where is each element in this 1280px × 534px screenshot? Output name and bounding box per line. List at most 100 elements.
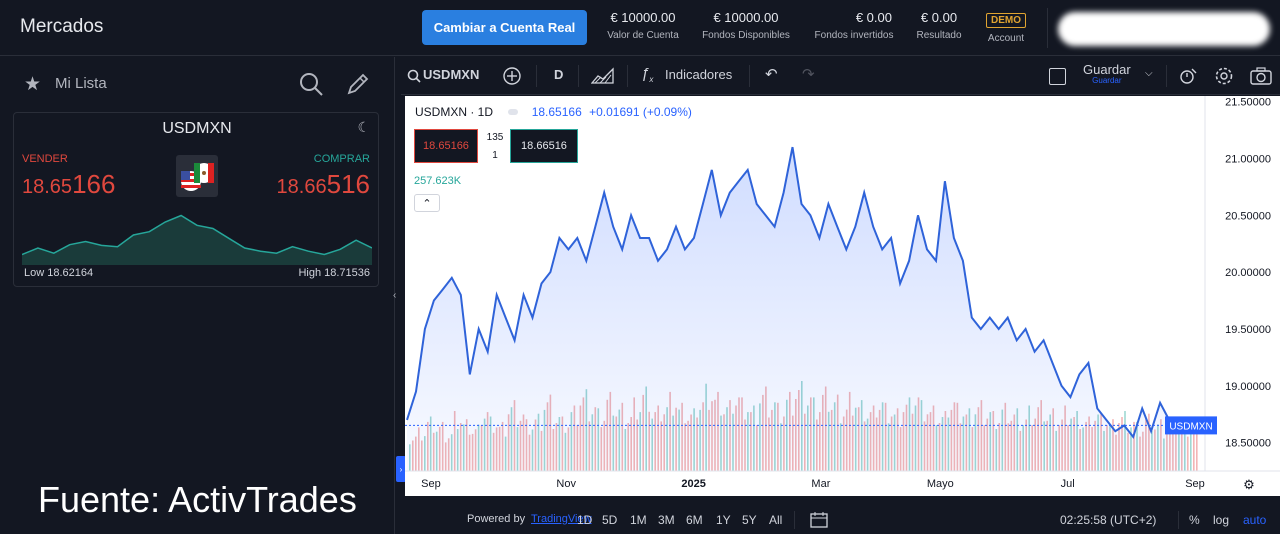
- price-axis[interactable]: 21.50000 21.00000 20.50000 20.00000 19.50000…: [1225, 97, 1271, 450]
- account-menu[interactable]: DEMO Account: [980, 10, 1032, 44]
- high-value: High 18.71536: [298, 267, 370, 279]
- save-sublabel: Guardar: [1092, 76, 1122, 85]
- camera-icon[interactable]: [1250, 67, 1272, 85]
- range-1m[interactable]: 1M: [630, 513, 647, 527]
- low-value: Low 18.62164: [24, 267, 94, 279]
- clock-timezone[interactable]: 02:25:58 (UTC+2): [1060, 513, 1157, 527]
- time-tick-label: 2025: [681, 478, 705, 490]
- time-tick-label: Sep: [1185, 478, 1205, 490]
- result-label: Resultado: [916, 30, 962, 41]
- save-button[interactable]: Guardar Guardar: [1083, 62, 1131, 85]
- time-axis-settings-icon[interactable]: ⚙: [1243, 477, 1255, 492]
- switch-real-account-button[interactable]: Cambiar a Cuenta Real: [422, 10, 587, 45]
- sparkline-line: [22, 214, 372, 256]
- star-icon[interactable]: ★: [24, 74, 42, 95]
- price-tick-label: 21.00000: [1225, 154, 1271, 166]
- price-area: [407, 147, 1187, 471]
- range-5y[interactable]: 5Y: [742, 513, 757, 527]
- watchlist-panel: ★ Mi Lista USDMXN ☾ VENDER COMPRAR 18.65…: [0, 57, 395, 534]
- toolbar-separator: [578, 65, 579, 87]
- settings-gear-icon[interactable]: [1214, 66, 1234, 86]
- undo-icon[interactable]: ↶: [765, 66, 778, 83]
- time-tick-label: Sep: [421, 478, 441, 490]
- invested-funds-stat: € 0.00 Fondos invertidos: [810, 10, 898, 41]
- edit-pencil-icon[interactable]: [345, 71, 371, 97]
- spread-indicator: 135 1: [484, 129, 506, 165]
- range-1d[interactable]: 1D: [577, 513, 593, 527]
- price-tag-label: USDMXN: [1169, 421, 1212, 432]
- price-tick-label: 20.50000: [1225, 210, 1271, 222]
- symbol-search-icon[interactable]: [407, 69, 421, 83]
- range-all[interactable]: All: [769, 513, 783, 527]
- sell-price-box[interactable]: 18.65166: [414, 129, 478, 163]
- instrument-symbol: USDMXN: [162, 120, 232, 137]
- range-1y[interactable]: 1Y: [716, 513, 731, 527]
- symbol-selector[interactable]: USDMXN: [423, 67, 480, 82]
- buy-price-box[interactable]: 18.66516: [510, 129, 578, 163]
- chart-toolbar: USDMXN D ƒx Indicadores ↶ ↷ Guardar Guar…: [401, 57, 1280, 95]
- volume-value: 257.623K: [414, 175, 462, 187]
- legend-dot-icon: [508, 109, 519, 115]
- interval-selector[interactable]: D: [554, 67, 564, 82]
- account-value: € 10000.00: [610, 10, 676, 25]
- time-tick-label: Nov: [556, 478, 576, 490]
- available-funds-stat: € 10000.00 Fondos Disponibles: [697, 10, 795, 41]
- auto-scale-toggle[interactable]: auto: [1243, 513, 1267, 527]
- account-value-stat: € 10000.00 Valor de Cuenta: [600, 10, 686, 41]
- instrument-card[interactable]: USDMXN ☾ VENDER COMPRAR 18.65166 18.6651…: [13, 112, 379, 287]
- collapse-legend-chevron-icon[interactable]: ⌃: [414, 194, 440, 212]
- price-chart[interactable]: 21.50000 21.00000 20.50000 20.00000 19.50000…: [405, 96, 1280, 496]
- user-name-blurred[interactable]: [1058, 12, 1270, 46]
- alert-clock-icon[interactable]: [1178, 66, 1198, 86]
- spread-bottom: 1: [492, 150, 498, 161]
- price-tick-label: 19.50000: [1225, 324, 1271, 336]
- tradingview-link[interactable]: TradingView: [531, 513, 592, 525]
- time-tick-label: Mayo: [927, 478, 954, 490]
- toolbar-separator: [627, 65, 628, 87]
- redo-icon[interactable]: ↷: [802, 66, 815, 83]
- watchlist-title[interactable]: Mi Lista: [55, 75, 107, 92]
- legend-symbol[interactable]: USDMXN · 1D: [415, 105, 494, 119]
- range-6m[interactable]: 6M: [686, 513, 703, 527]
- price-tick-label: 21.50000: [1225, 97, 1271, 109]
- compare-add-icon[interactable]: [502, 66, 522, 86]
- price-chart-svg[interactable]: 21.50000 21.00000 20.50000 20.00000 19.50000…: [405, 96, 1280, 496]
- toolbar-separator: [749, 65, 750, 87]
- range-3m[interactable]: 3M: [658, 513, 675, 527]
- indicators-button[interactable]: Indicadores: [665, 67, 733, 82]
- source-watermark: Fuente: ActivTrades: [38, 479, 357, 520]
- chart-type-icon[interactable]: [591, 67, 615, 85]
- date-range-calendar-icon[interactable]: [809, 511, 829, 529]
- range-5d[interactable]: 5D: [602, 513, 618, 527]
- time-axis[interactable]: Sep Nov 2025 Mar Mayo Jul Sep: [421, 478, 1205, 490]
- toolbar-separator: [536, 65, 537, 87]
- search-icon[interactable]: [298, 71, 324, 97]
- sell-price-button[interactable]: 18.65166: [22, 169, 115, 200]
- sell-price-prefix: 18.65: [22, 176, 73, 198]
- account-label: Account: [987, 33, 1025, 44]
- scroll-handle[interactable]: ›: [396, 456, 406, 482]
- page-title: Mercados: [20, 16, 104, 37]
- percent-scale-toggle[interactable]: %: [1189, 513, 1200, 527]
- indicators-fx-icon[interactable]: ƒx: [641, 65, 654, 84]
- layout-icon[interactable]: [1049, 68, 1066, 85]
- buy-price-button[interactable]: 18.66516: [277, 169, 370, 200]
- result-stat: € 0.00 Resultado: [910, 10, 968, 41]
- collapse-panel-chevron-icon[interactable]: ‹: [393, 290, 397, 301]
- log-scale-toggle[interactable]: log: [1213, 513, 1230, 527]
- save-dropdown-chevron-icon[interactable]: ⌵: [1145, 68, 1153, 79]
- volume-bar: [1196, 416, 1198, 471]
- bottom-separator: [794, 511, 795, 529]
- price-tick-label: 19.00000: [1225, 381, 1271, 393]
- price-tick-label: 20.00000: [1225, 267, 1271, 279]
- chart-bottom-bar: Powered by TradingView 1D 5D 1M 3M 6M 1Y…: [401, 505, 1280, 534]
- chart-legend: USDMXN · 1D 18.65166 +0.01691 (+0.09%): [415, 105, 692, 119]
- volume-bar: [1187, 436, 1189, 471]
- buy-price-pips: 516: [326, 169, 370, 199]
- volume-bar: [1193, 421, 1195, 471]
- invested-funds-label: Fondos invertidos: [814, 30, 894, 41]
- time-tick-label: Mar: [811, 478, 830, 490]
- price-tag: [1165, 416, 1217, 435]
- available-funds-label: Fondos Disponibles: [702, 30, 790, 41]
- result-value: € 0.00: [920, 10, 958, 25]
